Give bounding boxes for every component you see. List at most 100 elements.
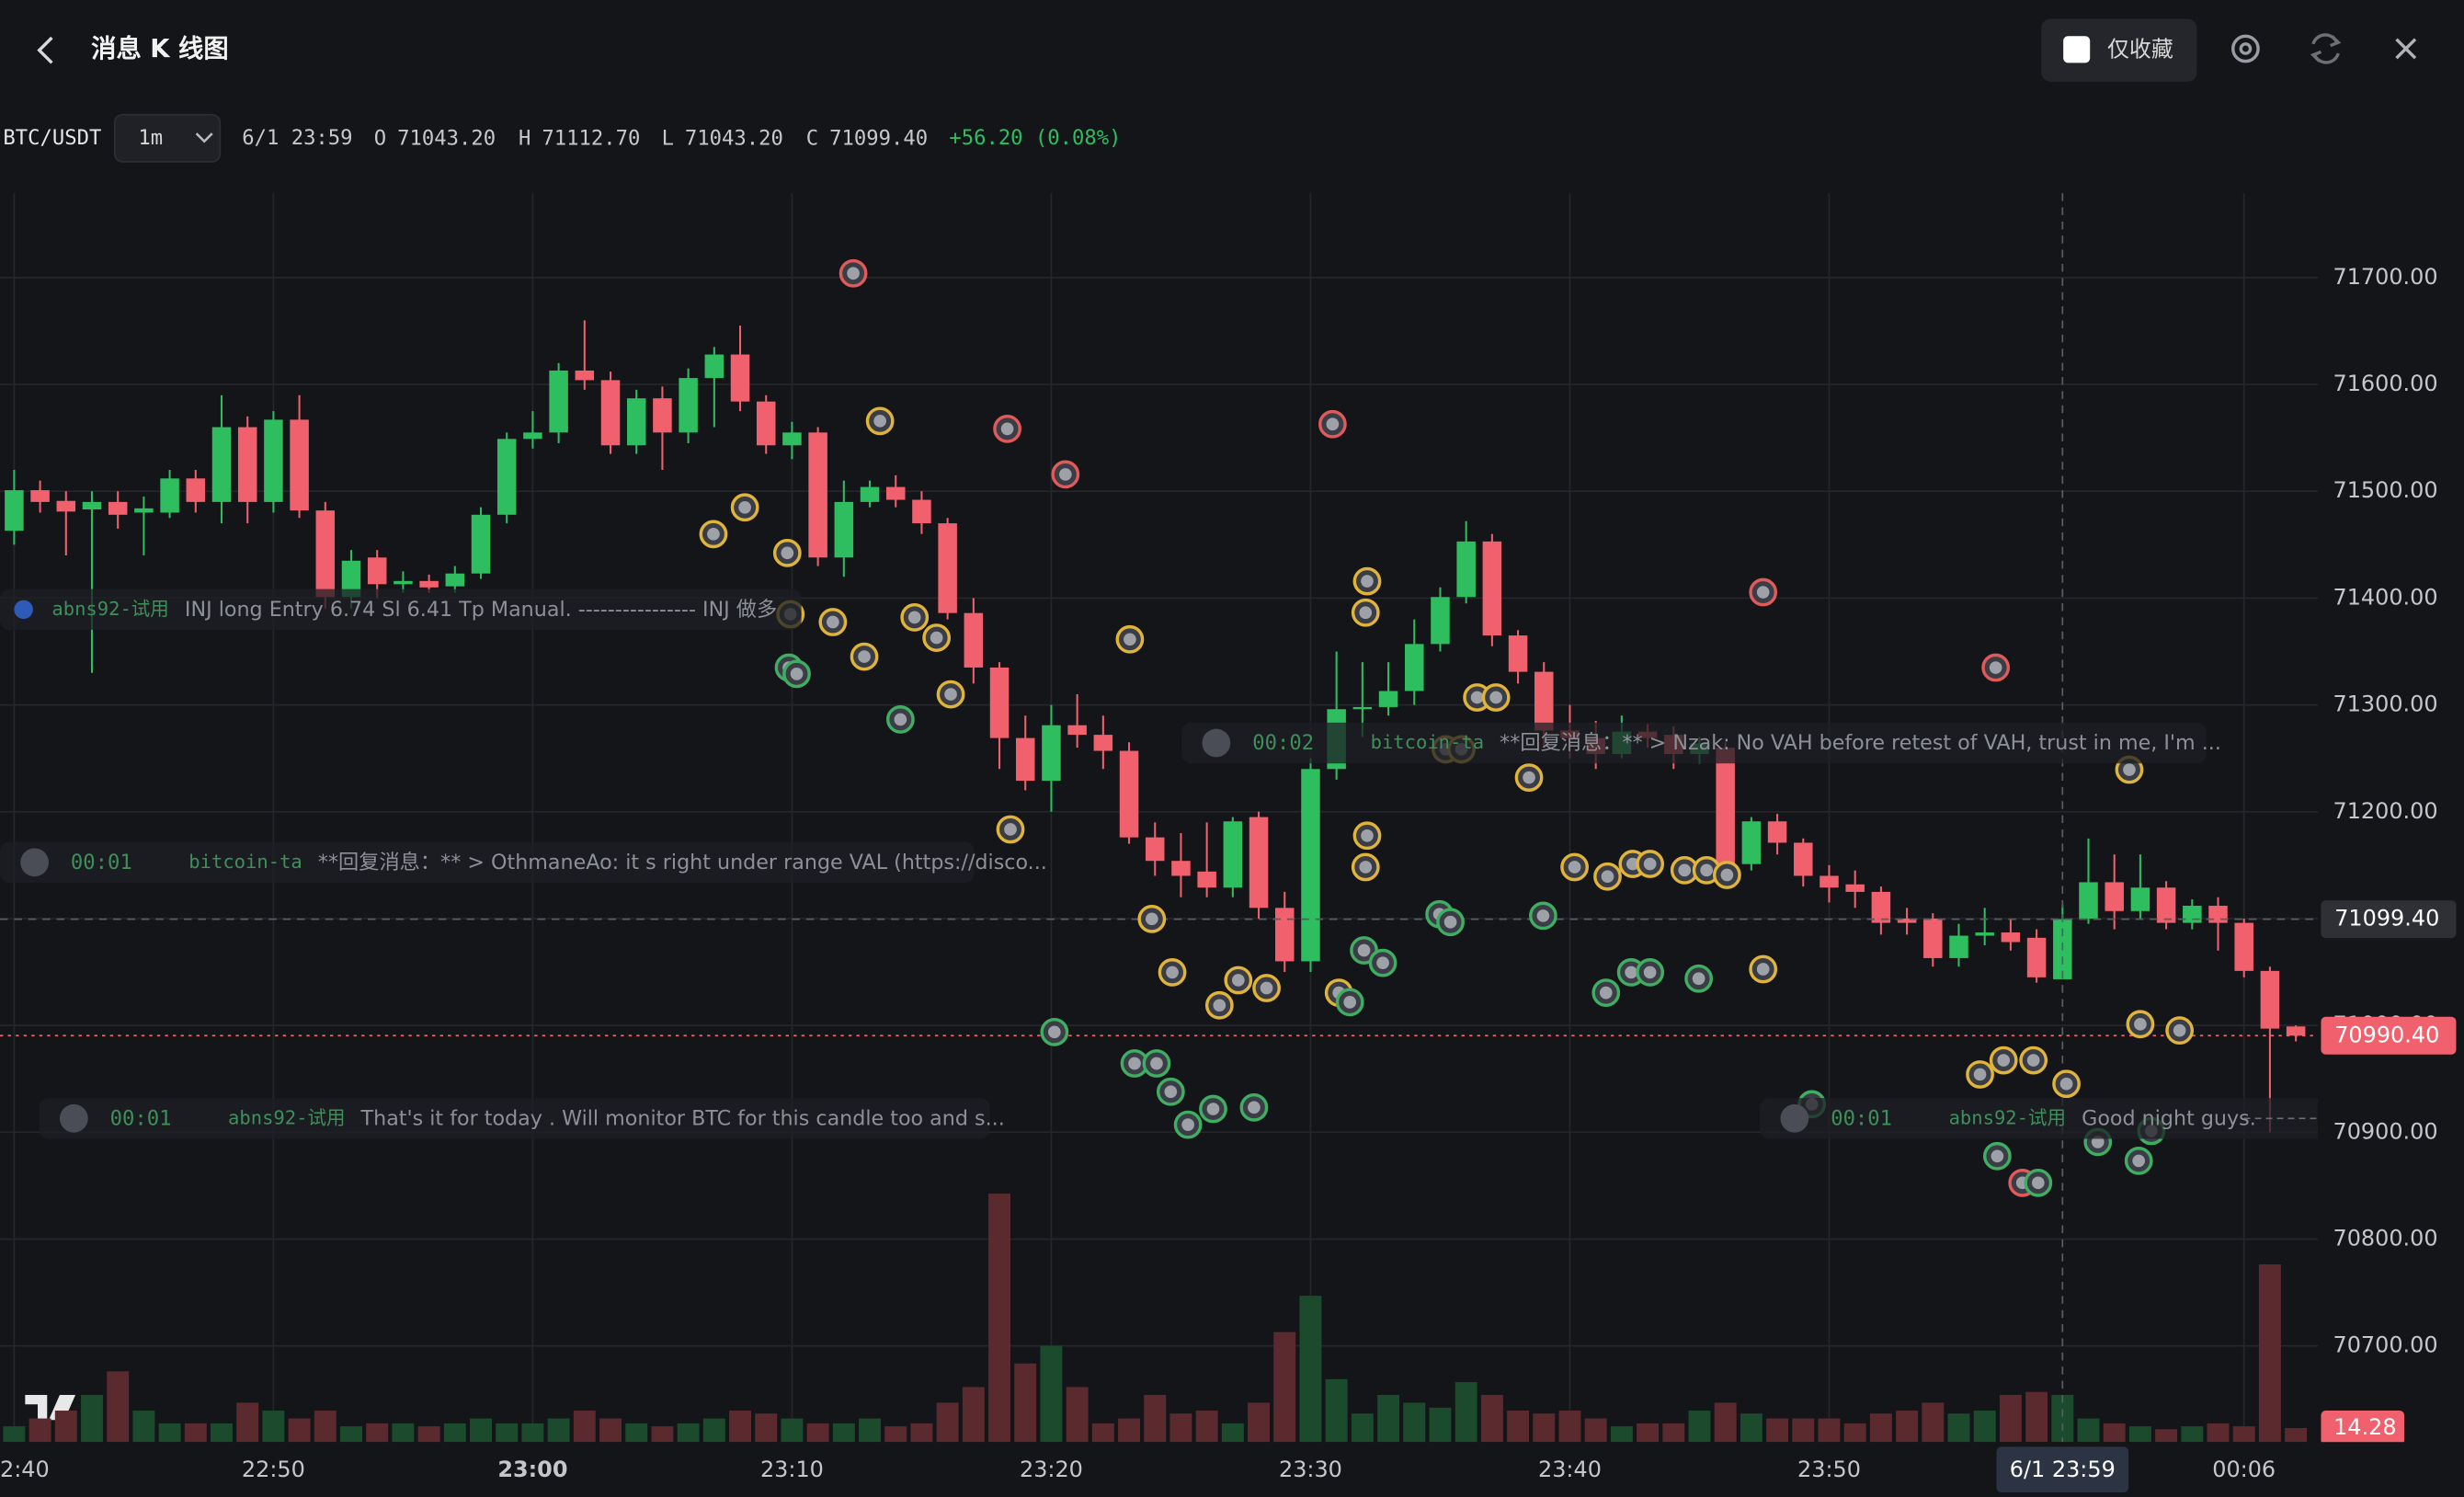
message-marker[interactable] [900,602,930,632]
volume-bar [702,1418,725,1443]
message-marker[interactable] [1749,954,1778,984]
volume-bar [910,1423,933,1443]
message-marker[interactable] [1593,862,1622,891]
message-marker[interactable] [1351,598,1380,627]
volume-bar [262,1411,285,1443]
message-marker[interactable] [1684,964,1714,993]
settings-button[interactable] [2231,34,2260,63]
message-marker[interactable] [1981,653,2011,682]
message-marker[interactable] [1318,409,1347,439]
message-marker[interactable] [1156,1077,1185,1106]
message-marker[interactable] [1252,974,1281,1002]
close-button[interactable] [2395,38,2417,60]
message-marker[interactable] [1591,978,1621,1008]
message-annotation[interactable]: abns92-试用 INJ long Entry 6.74 Sl 6.41 Tp … [0,589,802,631]
volume-bar [2155,1429,2178,1443]
message-marker[interactable] [1137,904,1167,933]
message-marker[interactable] [1335,988,1364,1017]
message-marker[interactable] [1199,1094,1227,1124]
message-marker[interactable] [772,538,802,567]
message-marker[interactable] [2124,1147,2153,1175]
message-marker[interactable] [1481,683,1511,712]
annotation-user: abns92-试用 [1949,1106,2066,1128]
marker-avatar [790,668,804,680]
message-marker[interactable] [1514,763,1544,792]
interval-select[interactable] [113,113,222,163]
volume-bar [288,1418,311,1443]
candle-body [341,560,361,598]
volume-bar [2128,1426,2151,1443]
message-marker[interactable] [2165,1016,2195,1046]
message-marker[interactable] [1436,908,1465,937]
message-marker[interactable] [1352,566,1382,596]
message-marker[interactable] [1636,850,1665,878]
message-marker[interactable] [1204,990,1234,1020]
message-marker[interactable] [1982,1141,2012,1171]
message-marker[interactable] [1749,577,1778,607]
volume-bar [1896,1411,1919,1443]
message-marker[interactable] [1142,1049,1171,1078]
message-marker[interactable] [1115,624,1145,654]
message-marker[interactable] [1529,901,1557,931]
message-marker[interactable] [1158,958,1187,987]
candle-body [1405,644,1424,691]
message-marker[interactable] [2019,1046,2048,1075]
message-marker[interactable] [818,608,848,636]
candle-body [1819,875,1839,888]
refresh-button[interactable] [2310,33,2342,64]
message-marker[interactable] [2052,1069,2081,1099]
message-marker[interactable] [1352,821,1382,851]
volume-bar [54,1411,77,1443]
message-marker[interactable] [1670,856,1699,885]
message-marker[interactable] [922,623,952,652]
message-marker[interactable] [2024,1168,2053,1197]
message-marker[interactable] [1989,1046,2018,1075]
message-marker[interactable] [699,520,728,549]
message-marker[interactable] [730,493,759,522]
message-marker[interactable] [865,406,895,436]
dropdown-chevron [195,132,213,143]
message-marker[interactable] [1040,1017,1069,1046]
message-marker[interactable] [1560,852,1589,882]
candle-body [5,490,24,531]
message-annotation[interactable]: 00:02 bitcoin-ta **回复消息：** > Nzak: No VAH … [1181,722,2221,764]
message-annotation[interactable]: 00:01 bitcoin-ta **回复消息：** > OthmaneAo: it… [0,841,1047,884]
volume-bar [1584,1418,1607,1443]
message-marker[interactable] [1239,1092,1269,1122]
message-marker[interactable] [1224,966,1253,995]
candle-body [782,432,802,446]
volume-bar [2025,1391,2048,1443]
marker-avatar [1357,943,1371,957]
volume-bar [1377,1394,1400,1443]
favorites-toggle[interactable] [2041,18,2197,82]
message-marker[interactable] [782,659,811,689]
message-marker[interactable] [1368,948,1397,977]
message-marker[interactable] [936,680,965,709]
message-marker[interactable] [838,258,868,288]
message-marker[interactable] [850,642,879,671]
annotation-avatar [1202,728,1231,758]
message-marker[interactable] [1966,1060,1994,1089]
message-marker[interactable] [1351,852,1380,882]
checkbox[interactable] [2063,36,2091,63]
candle-body [1249,817,1269,908]
candle-body [82,501,102,509]
marker-avatar [1625,966,1637,979]
message-marker[interactable] [1636,958,1665,987]
volume-bar [1688,1411,1711,1443]
message-marker[interactable] [1692,856,1721,885]
candle-body [160,478,179,513]
back-button[interactable] [37,36,53,64]
message-marker[interactable] [2126,1010,2155,1039]
message-marker[interactable] [993,414,1021,443]
message-annotation[interactable]: 00:01 abns92-试用 That's it for today . Will… [39,1098,1005,1139]
message-marker[interactable] [996,815,1025,844]
message-marker[interactable] [1713,861,1741,889]
marker-avatar [1164,1085,1178,1099]
annotation-avatar [1780,1103,1809,1133]
message-marker[interactable] [1051,460,1080,489]
message-marker[interactable] [1173,1110,1203,1139]
annotation-text: 00:02 bitcoin-ta **回复消息：** > Nzak: No VAH … [1252,731,2221,755]
message-marker[interactable] [885,705,915,734]
